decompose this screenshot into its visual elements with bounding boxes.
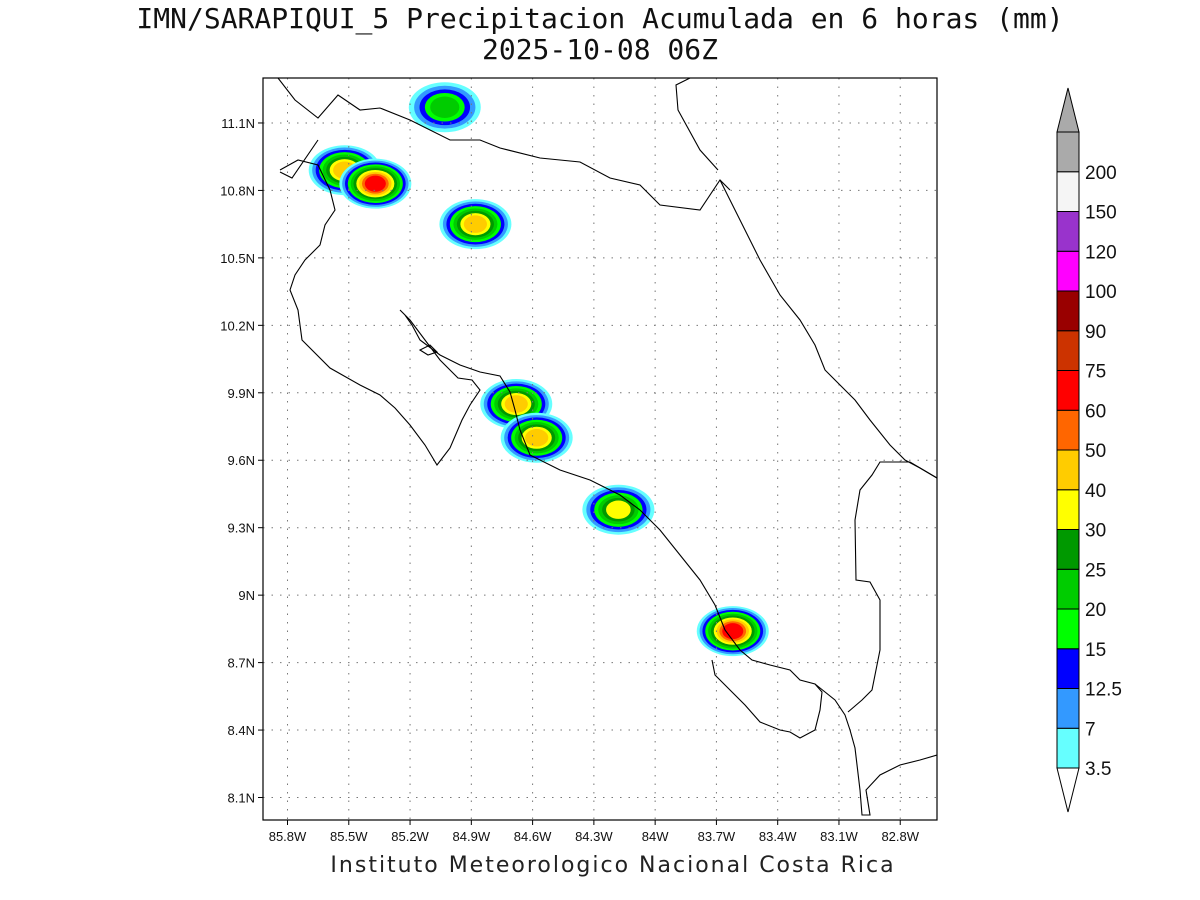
lon-tick-label: 84W: [642, 829, 669, 844]
colorbar-swatch: [1056, 727, 1080, 769]
map-subtitle-datetime: 2025-10-08 06Z: [481, 33, 718, 66]
lon-tick-label: 83.1W: [820, 829, 858, 844]
lon-tick-label: 85.8W: [269, 829, 307, 844]
institution-footer: Instituto Meteorologico Nacional Costa R…: [330, 853, 896, 878]
colorbar-label: 75: [1085, 362, 1106, 383]
lat-tick-label: 9.9N: [228, 386, 255, 401]
precip-contour: [525, 429, 549, 447]
precip-contour: [430, 96, 460, 118]
colorbar-swatch: [1056, 211, 1080, 252]
lat-tick-label: 10.5N: [220, 251, 255, 266]
precip-contour: [606, 500, 631, 519]
colorbar-swatch: [1056, 131, 1080, 173]
colorbar-swatch: [1056, 330, 1080, 371]
precip-contour: [504, 395, 528, 413]
lat-tick-label: 8.1N: [228, 791, 255, 806]
colorbar-label: 7: [1085, 719, 1096, 740]
colorbar-label: 12.5: [1085, 680, 1122, 701]
colorbar-label: 60: [1085, 401, 1106, 422]
precip-contour: [463, 215, 487, 233]
colorbar-legend: 3.5 7 12.5 15 20 25 30 40 50 60 75 90 100 120 150 200: [1056, 87, 1122, 813]
colorbar-swatch: [1056, 171, 1080, 212]
lon-tick-label: 83.7W: [698, 829, 736, 844]
lat-tick-label: 8.4N: [228, 723, 255, 738]
lat-tick-label: 10.8N: [220, 183, 255, 198]
colorbar-swatch: [1056, 489, 1080, 530]
lat-tick-label: 9N: [238, 588, 255, 603]
lon-tick-label: 84.6W: [514, 829, 552, 844]
coastline-borders: [277, 78, 937, 816]
lat-tick-label: 9.3N: [228, 521, 255, 536]
precipitation-field: [308, 82, 769, 657]
map-frame: [262, 77, 938, 821]
colorbar-swatch: [1056, 688, 1080, 729]
colorbar-label: 30: [1085, 521, 1106, 542]
lon-tick-label: 85.5W: [330, 829, 368, 844]
colorbar-min-arrow: [1056, 767, 1080, 813]
lon-tick-label: 82.8W: [881, 829, 919, 844]
colorbar-label: 90: [1085, 322, 1106, 343]
lat-tick-label: 9.6N: [228, 453, 255, 468]
lat-tick-label: 10.2N: [220, 318, 255, 333]
colorbar-max-arrow: [1056, 87, 1080, 133]
colorbar-label: 15: [1085, 640, 1106, 661]
colorbar-swatch: [1056, 608, 1080, 650]
colorbar-label: 150: [1085, 203, 1117, 224]
lon-tick-label: 84.9W: [453, 829, 491, 844]
colorbar-swatch: [1056, 409, 1080, 451]
colorbar-label: 3.5: [1085, 759, 1111, 780]
colorbar-label: 25: [1085, 560, 1106, 581]
graticule-grid: [263, 78, 937, 820]
colorbar-swatch: [1056, 449, 1080, 491]
lon-tick-label: 85.2W: [391, 829, 429, 844]
precip-contour: [364, 175, 386, 192]
colorbar-swatch: [1056, 370, 1080, 411]
colorbar-label: 50: [1085, 441, 1106, 462]
colorbar-label: 40: [1085, 481, 1106, 502]
colorbar-swatch: [1056, 568, 1080, 610]
lat-tick-label: 11.1N: [221, 116, 255, 131]
lat-tick-label: 8.7N: [228, 656, 255, 671]
axis-ticks: 11.1N 10.8N 10.5N 10.2N 9.9N 9.6N 9.3N 9N 8.7N 8.…: [220, 116, 919, 844]
colorbar-swatch: [1056, 290, 1080, 332]
colorbar-label: 200: [1085, 163, 1117, 184]
colorbar-label: 120: [1085, 242, 1117, 263]
colorbar-swatch: [1056, 250, 1080, 292]
lon-tick-label: 84.3W: [575, 829, 613, 844]
colorbar-label: 20: [1085, 600, 1106, 621]
precip-contour: [722, 623, 744, 640]
colorbar-label: 100: [1085, 282, 1117, 303]
lon-tick-label: 83.4W: [759, 829, 797, 844]
colorbar-swatch: [1056, 529, 1080, 570]
map-title: IMN/SARAPIQUI_5 Precipitacion Acumulada …: [136, 2, 1064, 35]
colorbar-swatch: [1056, 648, 1080, 689]
